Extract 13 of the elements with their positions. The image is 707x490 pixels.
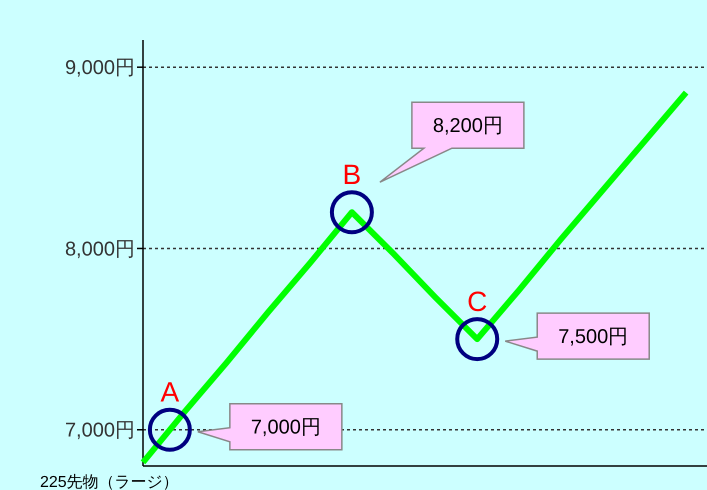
callout: 7,000円 bbox=[197, 403, 343, 450]
annotation: A bbox=[160, 376, 180, 408]
y-tick-label: 9,000円 bbox=[64, 57, 135, 80]
y-tick-label: 7,000円 bbox=[64, 420, 135, 442]
annotation: 7,000円 bbox=[250, 416, 321, 439]
y-tick-label: 8,000円 bbox=[64, 238, 135, 260]
annotation: 8,200円 bbox=[432, 115, 503, 138]
callout: 7,500円 bbox=[504, 312, 650, 360]
callout: 8,200円 bbox=[379, 101, 525, 183]
annotation: 7,500円 bbox=[558, 326, 628, 348]
annotation: B bbox=[342, 159, 362, 190]
x-axis-title: 225先物（ラージ） bbox=[40, 473, 179, 490]
annotation: C bbox=[467, 286, 488, 318]
